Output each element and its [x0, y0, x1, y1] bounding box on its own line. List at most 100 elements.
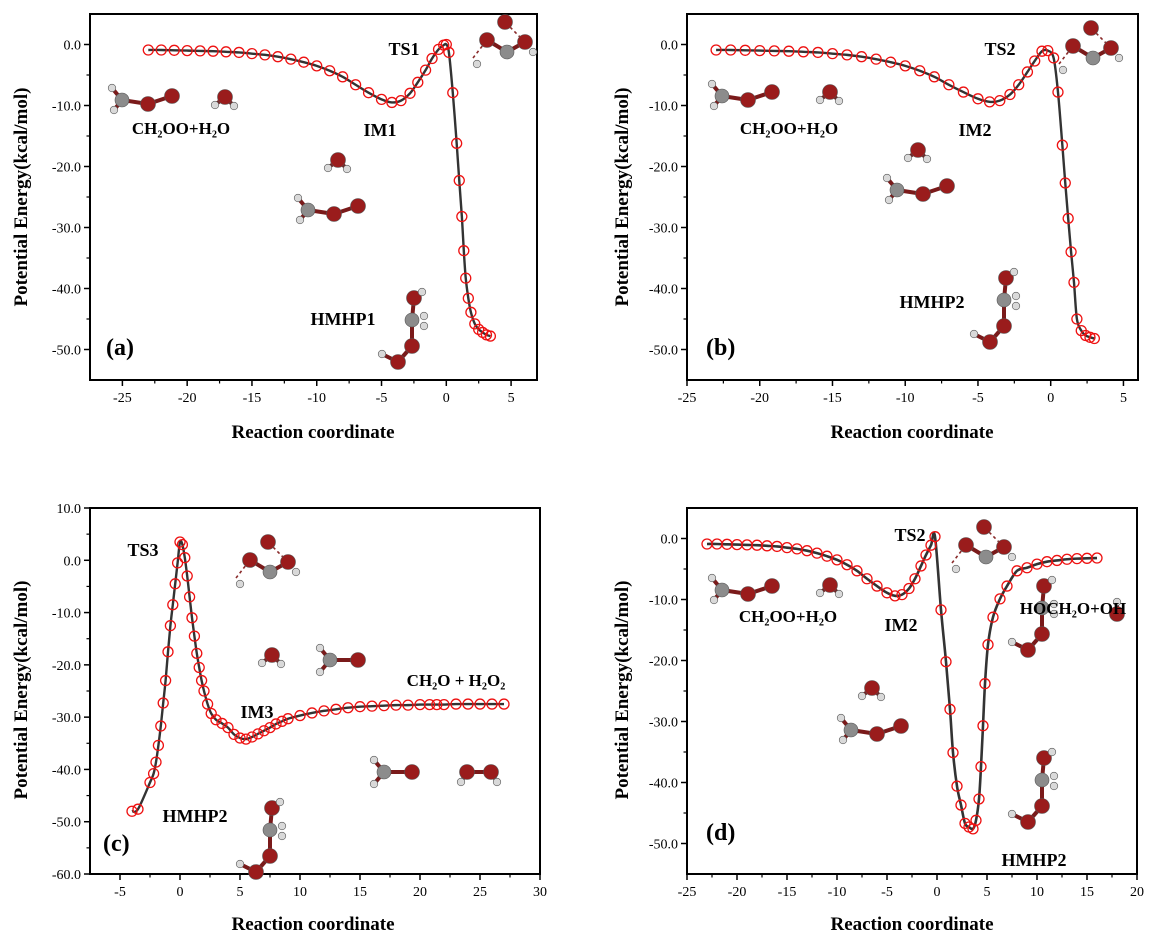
x-tick-label: -10: [828, 885, 847, 900]
series-markers: [142, 38, 497, 342]
data-point: [920, 549, 932, 561]
data-point: [929, 531, 941, 543]
data-point: [940, 656, 952, 668]
y-tick-label: -30.0: [52, 222, 81, 237]
data-point: [451, 137, 463, 149]
x-tick-label: -20: [728, 885, 747, 900]
oxygen-atom: [822, 577, 838, 593]
oxygen-atom: [390, 354, 406, 370]
oxygen-atom: [1036, 750, 1052, 766]
x-tick-label: -15: [778, 885, 797, 900]
y-axis-title: Potential Energy(kcal/mol): [11, 88, 32, 307]
hydrogen-atom: [1047, 747, 1057, 757]
oxygen-atom: [1065, 38, 1081, 54]
y-tick-label: 10.0: [57, 502, 82, 517]
annotation-im3: IM3: [241, 702, 274, 722]
data-point: [210, 714, 222, 726]
oxygen-atom: [996, 318, 1012, 334]
data-point: [207, 45, 219, 57]
oxygen-atom: [740, 586, 756, 602]
annotation-ts2: TS2: [894, 525, 925, 545]
data-point: [462, 698, 474, 710]
data-point: [152, 739, 165, 752]
data-point: [1071, 313, 1083, 325]
plot-frame: [89, 507, 541, 875]
data-point: [1062, 212, 1074, 225]
axes: -5 0 5 10 15 20 25 30 10.0 0.0 -10.0 -20.0 -30.0 -40.…: [52, 502, 547, 900]
annotation-hmhp2: HMHP2: [900, 292, 965, 312]
carbon-atom: [1034, 772, 1050, 788]
x-tick-label: 15: [1080, 885, 1094, 900]
x-tick-label: -20: [750, 391, 769, 406]
annotation-reactants: CH₂OO+H₂O: [132, 119, 230, 138]
x-tick-label: 0: [1047, 391, 1054, 406]
oxygen-atom: [740, 92, 756, 108]
hydrogen-atom: [815, 588, 825, 598]
y-tick-label: -50.0: [52, 344, 81, 359]
data-point: [201, 698, 214, 710]
x-tick-label: -25: [678, 391, 697, 406]
y-axis-title: Potential Energy(kcal/mol): [612, 88, 633, 307]
y-tick-label: -20.0: [52, 161, 81, 176]
data-point: [943, 79, 955, 91]
data-point: [362, 87, 375, 99]
data-point: [973, 793, 985, 805]
carbon-atom: [322, 652, 338, 668]
data-point: [915, 560, 927, 572]
data-point: [909, 573, 921, 585]
y-tick-label: -20.0: [649, 655, 678, 670]
data-point: [811, 547, 823, 559]
oxygen-atom: [350, 652, 366, 668]
data-point: [1042, 44, 1054, 57]
data-point: [1068, 276, 1080, 289]
data-point: [395, 94, 407, 107]
hydrogen-atom: [882, 173, 892, 183]
data-point: [473, 323, 485, 336]
data-point: [147, 767, 160, 780]
hydrogen-atom: [210, 100, 220, 110]
data-point: [233, 46, 245, 59]
carbon-atom: [114, 92, 130, 108]
hydrogen-atom: [315, 643, 325, 653]
data-point: [951, 780, 963, 792]
oxygen-atom: [242, 552, 258, 568]
x-tick-label: 5: [237, 885, 244, 900]
oxygen-atom: [764, 84, 780, 100]
data-point: [851, 565, 863, 577]
y-tick-label: 0.0: [64, 39, 82, 54]
oxygen-atom: [217, 89, 233, 105]
data-point: [725, 44, 737, 56]
data-point: [157, 697, 169, 709]
data-point: [264, 721, 276, 734]
annotation-products: CH₂O + H₂O₂: [407, 671, 506, 690]
h-bond: [504, 21, 526, 43]
hydrogen-atom: [857, 691, 867, 701]
data-point: [453, 174, 465, 187]
x-axis-title: Reaction coordinate: [231, 422, 394, 443]
hydrogen-atom: [1007, 552, 1017, 562]
data-point: [1059, 177, 1071, 189]
oxygen-atom: [164, 88, 180, 104]
data-point: [423, 698, 436, 711]
oxygen-atom: [483, 764, 499, 780]
data-point: [474, 698, 486, 710]
oxygen-atom: [915, 186, 931, 202]
hydrogen-atom: [884, 195, 894, 205]
hydrogen-atom: [291, 567, 301, 577]
hydrogen-atom: [417, 287, 427, 297]
data-point: [191, 647, 203, 659]
data-point: [318, 705, 330, 717]
data-point: [855, 51, 868, 63]
y-tick-label: -10.0: [52, 100, 81, 115]
hydrogen-atom: [1049, 599, 1059, 609]
data-point: [246, 731, 258, 743]
data-point: [947, 746, 959, 759]
data-point: [754, 44, 766, 57]
y-tick-label: -10.0: [52, 607, 81, 622]
data-point: [972, 93, 984, 105]
data-point: [1013, 79, 1025, 91]
molecule-drawings: [235, 534, 502, 880]
data-point: [870, 53, 882, 65]
data-point: [216, 717, 228, 730]
